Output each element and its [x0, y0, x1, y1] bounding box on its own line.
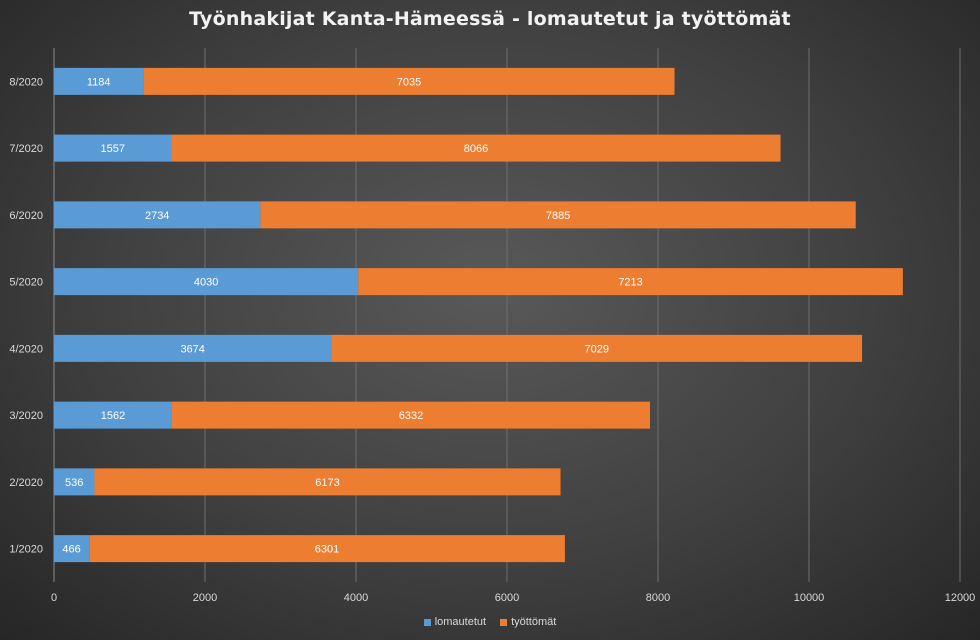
bar-lomautetut	[54, 334, 332, 362]
bar-lomautetut	[54, 401, 172, 429]
data-label: 6332	[399, 410, 423, 422]
data-label: 466	[62, 544, 80, 556]
bar-lomautetut	[54, 201, 261, 229]
legend-swatch-tyottomat	[500, 618, 508, 626]
chart-title: Työnhakijat Kanta-Hämeessä - lomautetut …	[189, 8, 791, 30]
bar-tyottomat	[260, 201, 856, 229]
legend-item-tyottomat: työttömät	[500, 616, 556, 628]
legend-label-lomautetut: lomautetut	[434, 616, 487, 628]
bar-tyottomat	[89, 535, 565, 563]
bar-tyottomat	[171, 134, 781, 162]
data-label: 7213	[618, 277, 642, 289]
data-label: 6301	[315, 544, 339, 556]
y-tick-label: 6/2020	[9, 210, 43, 222]
legend-item-lomautetut: lomautetut	[423, 616, 487, 628]
data-label: 8066	[464, 143, 488, 155]
y-tick-label: 3/2020	[9, 410, 43, 422]
data-label: 1184	[87, 76, 111, 88]
y-tick-label: 7/2020	[9, 143, 43, 155]
data-label: 7035	[397, 76, 421, 88]
data-label: 6173	[315, 477, 339, 489]
legend: lomautetut työttömät	[0, 616, 980, 628]
x-tick-label: 2000	[193, 592, 217, 604]
bar-tyottomat	[358, 268, 903, 296]
bar-lomautetut	[54, 67, 144, 95]
bar-tyottomat	[331, 334, 863, 362]
x-tick-label: 12000	[945, 592, 976, 604]
data-label: 3674	[180, 343, 204, 355]
data-label: 1562	[101, 410, 125, 422]
legend-label-tyottomat: työttömät	[511, 616, 557, 628]
data-label: 536	[65, 477, 83, 489]
x-tick-label: 8000	[646, 592, 670, 604]
data-label: 4030	[194, 277, 218, 289]
x-tick-label: 6000	[495, 592, 519, 604]
y-tick-label: 2/2020	[9, 477, 43, 489]
bar-lomautetut	[54, 268, 359, 296]
data-label: 1557	[101, 143, 125, 155]
legend-swatch-lomautetut	[423, 618, 431, 626]
y-tick-label: 1/2020	[9, 544, 43, 556]
y-tick-label: 5/2020	[9, 277, 43, 289]
bar-tyottomat	[94, 468, 561, 496]
data-label: 2734	[145, 210, 169, 222]
bar-tyottomat	[171, 401, 650, 429]
x-tick-label: 4000	[344, 592, 368, 604]
y-tick-label: 4/2020	[9, 343, 43, 355]
bar-lomautetut	[54, 134, 172, 162]
bar-lomautetut	[54, 535, 90, 563]
x-tick-label: 10000	[794, 592, 825, 604]
bar-tyottomat	[143, 67, 675, 95]
bar-lomautetut	[54, 468, 95, 496]
x-tick-label: 0	[51, 592, 57, 604]
data-label: 7885	[546, 210, 570, 222]
y-tick-label: 8/2020	[9, 76, 43, 88]
data-label: 7029	[584, 343, 608, 355]
